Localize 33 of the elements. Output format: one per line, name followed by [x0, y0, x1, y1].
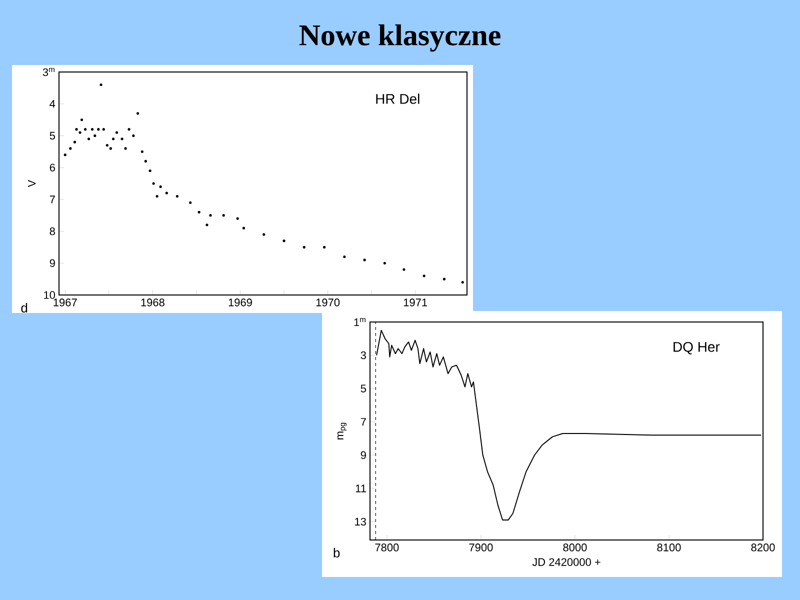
y-tick-label: 3$^{m}$: [42, 68, 54, 76]
x-tick-label: 1969: [228, 298, 252, 306]
x-tick-label: 7900: [469, 544, 493, 552]
y-tick-label: 9: [360, 451, 366, 460]
x-tick-label: 8200: [751, 544, 775, 552]
x-tick-label: 1970: [316, 298, 340, 306]
text: b: [334, 548, 340, 558]
y-tick-label: 3: [360, 351, 366, 360]
x-tick-label: 8100: [657, 544, 681, 552]
x-tick-label: 8000: [563, 544, 587, 552]
y-tick-label: 11: [356, 484, 366, 492]
y-tick-label: 4: [50, 100, 56, 108]
text: d: [21, 302, 28, 313]
y-tick-label: 1$^{m}$: [354, 318, 366, 326]
y-axis-title: V: [28, 180, 36, 188]
y-tick-label: 7: [360, 418, 366, 426]
chart-title: Nowe klasyczne: [299, 24, 500, 52]
annotation: DQ Her: [674, 342, 720, 354]
x-tick-label: 7800: [375, 544, 399, 552]
y-axis-title: m$_{pg}$: [337, 422, 347, 440]
y-tick-label: 7: [50, 196, 55, 204]
y-tick-label: 6: [50, 164, 55, 172]
y-tick-label: 13: [355, 518, 366, 526]
y-tick-label: 5: [360, 384, 366, 392]
y-tick-label: 8: [50, 227, 55, 236]
x-tick-label: 1967: [54, 298, 77, 306]
x-axis-title: JD 2420000 +: [532, 558, 600, 566]
x-tick-label: 1968: [141, 298, 164, 306]
y-tick-label: 9: [50, 259, 55, 268]
x-tick-label: 1971: [404, 298, 428, 306]
annotation: HR Del: [376, 94, 420, 104]
y-tick-label: 5: [50, 132, 55, 140]
y-tick-label: 10: [44, 291, 56, 299]
